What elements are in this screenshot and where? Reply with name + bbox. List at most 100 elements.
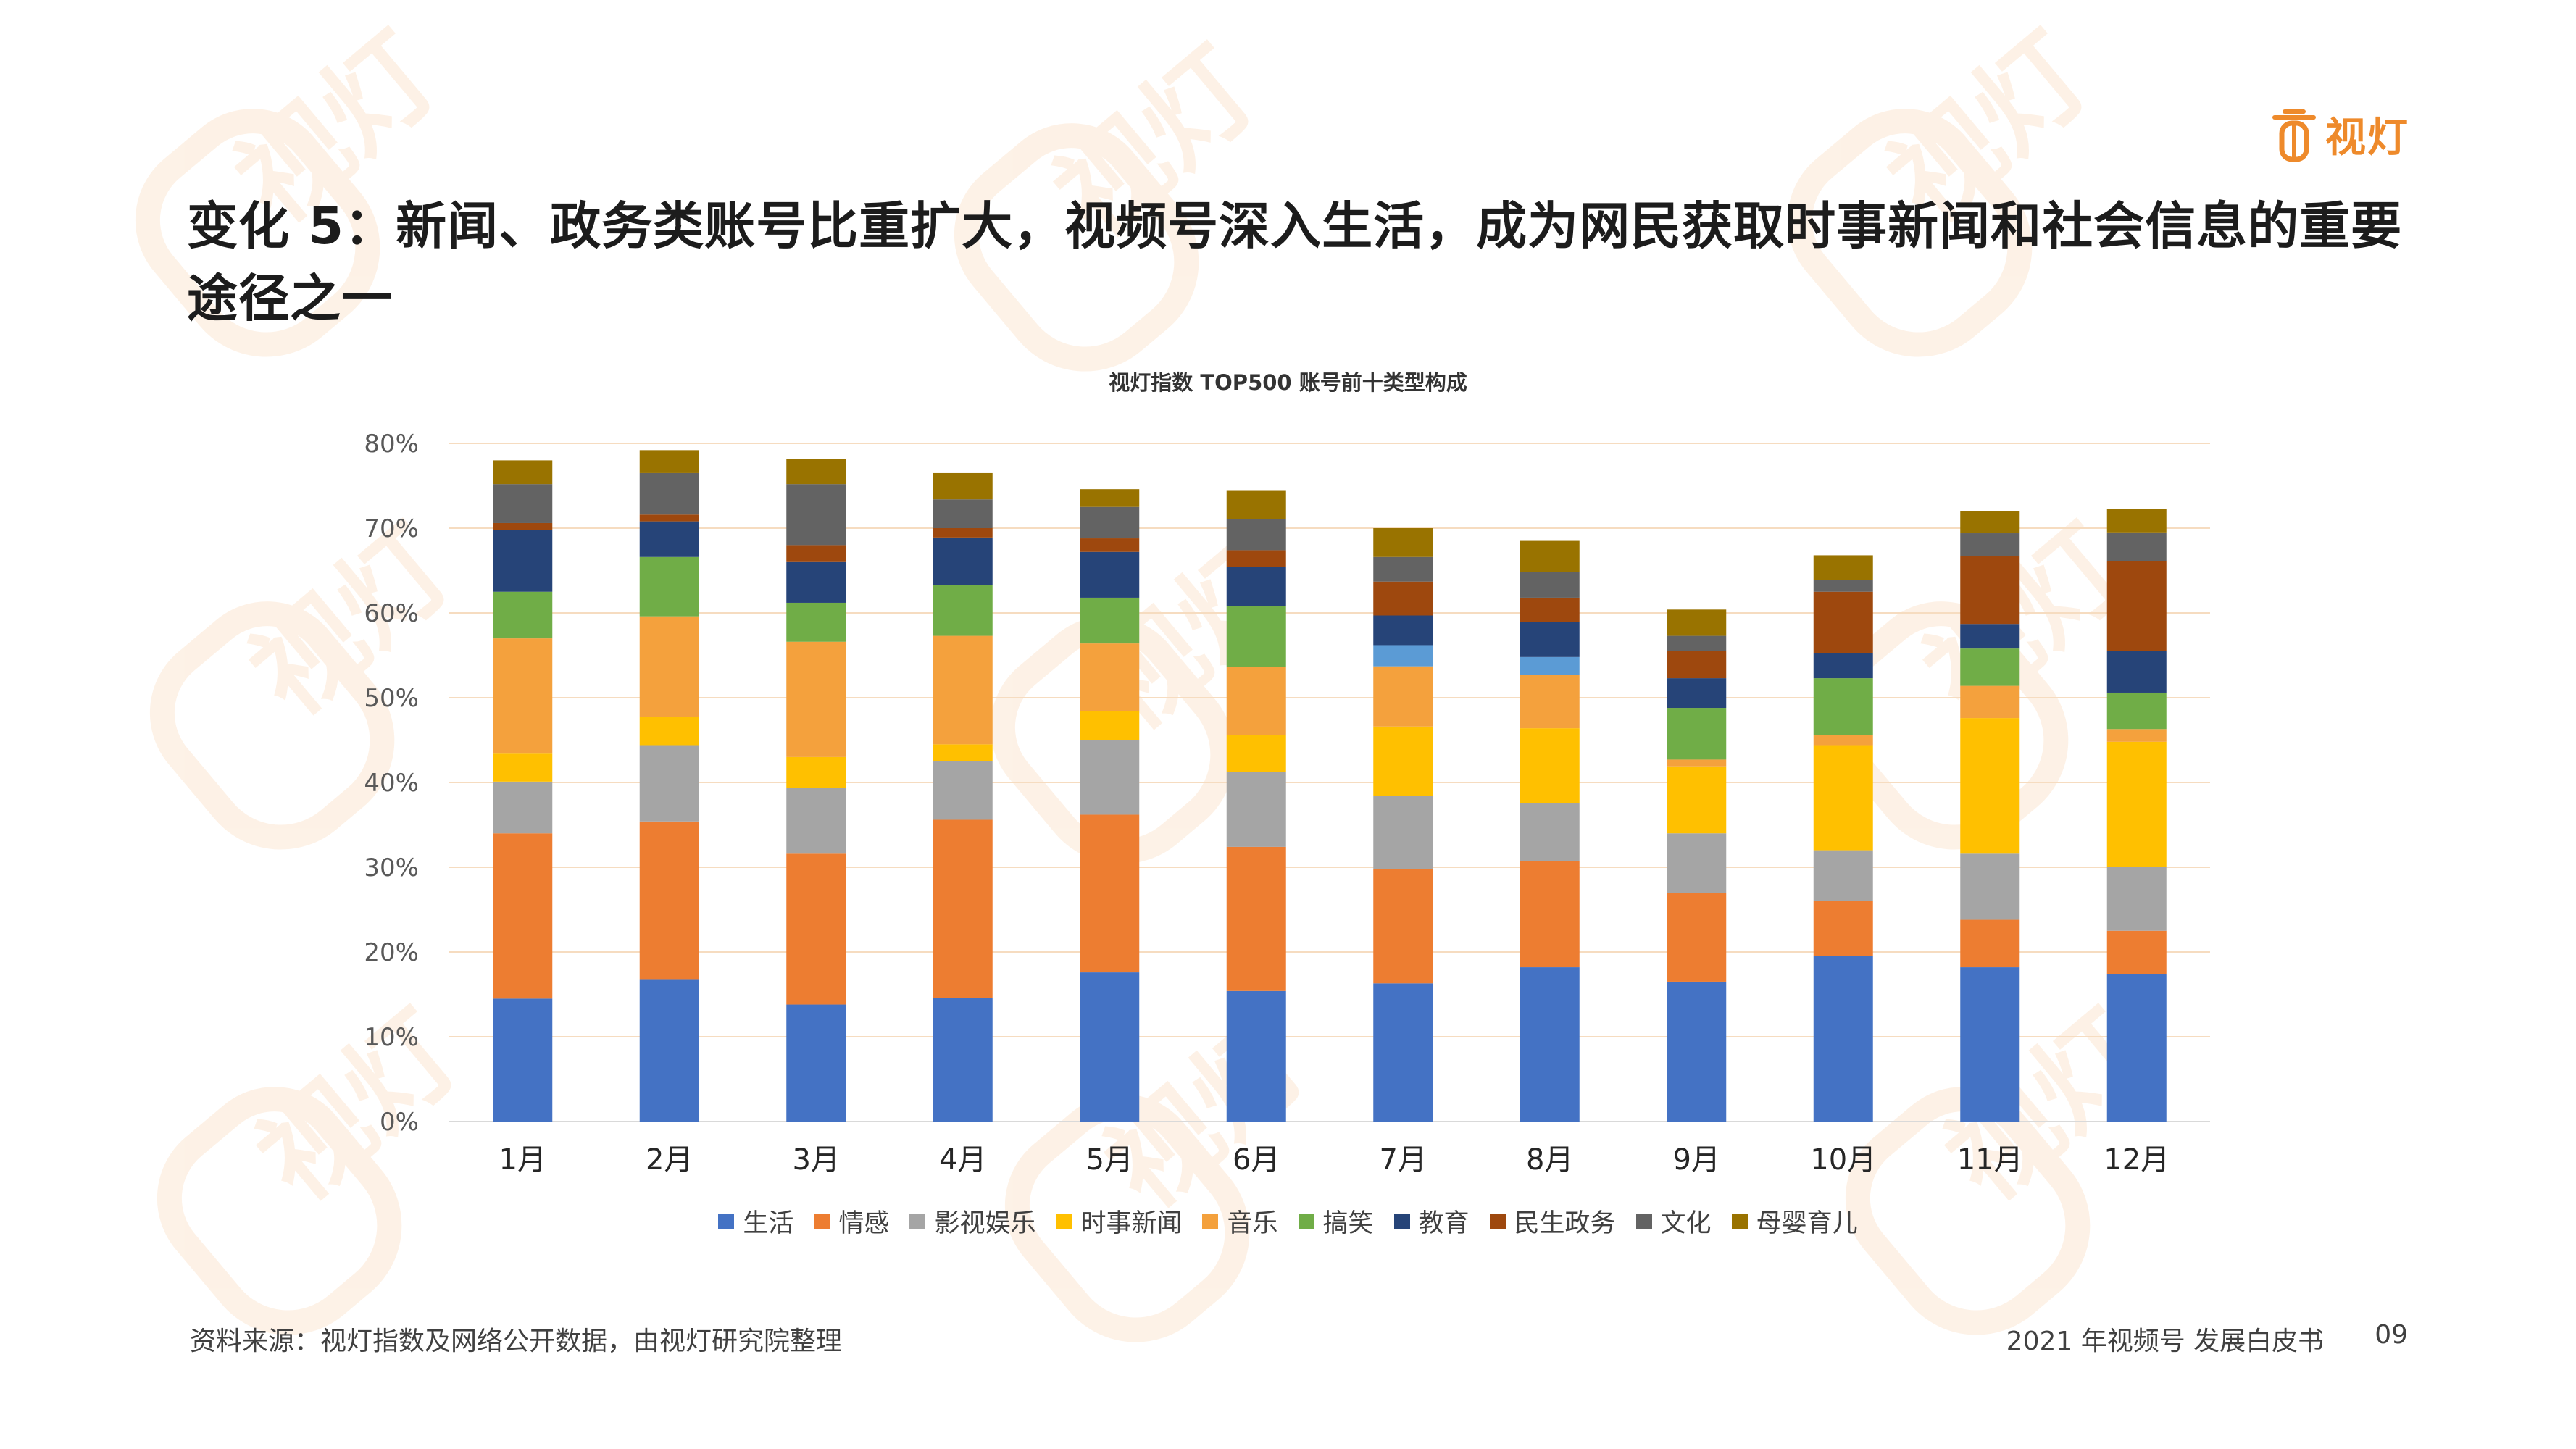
legend-label: 搞笑 (1322, 1209, 1374, 1238)
bar-segment (493, 753, 553, 782)
bar-segment (1667, 893, 1727, 982)
bar-segment (1226, 772, 1286, 847)
bar-segment (1373, 869, 1433, 984)
bar-segment (1667, 609, 1727, 636)
bar-segment (1813, 591, 1873, 653)
bar-segment (786, 756, 846, 788)
bar-segment (639, 717, 699, 746)
legend-item: 情感 (814, 1203, 889, 1240)
bar-segment (493, 591, 553, 639)
bar-segment (1813, 555, 1873, 580)
bar-segment (1520, 597, 1580, 622)
bar-segment (1667, 635, 1727, 651)
chart-legend: 生活 情感 影视娱乐 时事新闻 音乐 搞笑 教育 民生政务 文化 母婴育儿 (0, 1203, 2576, 1240)
legend-label: 生活 (743, 1209, 794, 1238)
brand-logo: 视灯 (2269, 101, 2409, 167)
legend-item: 民生政务 (1489, 1203, 1616, 1240)
bar-segment (1373, 666, 1433, 727)
bar-segment (1520, 967, 1580, 1122)
bar-segment (1373, 726, 1433, 796)
bar-segment (2106, 509, 2167, 533)
bar-segment (1080, 506, 1140, 539)
legend-item: 音乐 (1202, 1203, 1278, 1240)
y-tick-label: 20% (364, 938, 419, 967)
bar-segment (933, 472, 993, 500)
x-tick-label: 8月 (1526, 1143, 1573, 1177)
bar-segment (1226, 519, 1286, 551)
bar-segment (1520, 861, 1580, 968)
legend-swatch (1202, 1213, 1219, 1229)
bar-segment (1373, 645, 1433, 667)
bar-segment (786, 1004, 846, 1122)
source-note: 资料来源：视灯指数及网络公开数据，由视灯研究院整理 (190, 1327, 843, 1356)
bar-segment (493, 998, 553, 1122)
x-tick-label: 5月 (1086, 1143, 1133, 1177)
legend-label: 影视娱乐 (934, 1209, 1036, 1238)
bar-segment (1667, 708, 1727, 760)
bar-segment (639, 616, 699, 717)
y-tick-label: 70% (364, 514, 419, 543)
bar-segment (1226, 667, 1286, 735)
legend-item: 影视娱乐 (909, 1203, 1035, 1240)
bar-segment (1667, 981, 1727, 1122)
y-tick-label: 60% (364, 599, 419, 628)
bar-segment (786, 602, 846, 642)
bar-segment (1520, 622, 1580, 657)
bar-segment (786, 545, 846, 562)
bar-segment (1960, 511, 2020, 534)
y-tick-label: 80% (364, 430, 419, 459)
bar-segment (493, 833, 553, 999)
bar-segment (1520, 572, 1580, 598)
bar-segment (1960, 853, 2020, 920)
chart-title: 视灯指数 TOP500 账号前十类型构成 (1109, 370, 1467, 395)
bar-segment (1080, 597, 1140, 644)
bar-segment (1813, 956, 1873, 1122)
bar-segment (1080, 489, 1140, 507)
bar-segment (1080, 711, 1140, 740)
bar-segment (1373, 615, 1433, 646)
bar-segment (1080, 643, 1140, 711)
footer-right: 2021 年视频号 发展白皮书 09 (2006, 1320, 2408, 1358)
y-tick-label: 10% (364, 1023, 419, 1052)
bar-segment (639, 521, 699, 557)
bar-segment (2106, 729, 2167, 742)
bar-segment (1667, 678, 1727, 709)
bar-segment (1960, 685, 2020, 719)
bar-segment (1226, 550, 1286, 567)
bar-segment (639, 514, 699, 522)
bar-segment (493, 638, 553, 754)
legend-swatch (909, 1213, 926, 1229)
bar-segment (1960, 533, 2020, 556)
x-tick-label: 7月 (1380, 1143, 1427, 1177)
bar-segment (1226, 846, 1286, 991)
x-tick-label: 10月 (1810, 1143, 1876, 1177)
y-tick-label: 0% (380, 1108, 419, 1137)
x-tick-label: 2月 (646, 1143, 693, 1177)
bar-segment (1667, 759, 1727, 767)
bar-segment (1960, 967, 2020, 1122)
legend-item: 生活 (718, 1203, 793, 1240)
bar-segment (1080, 551, 1140, 598)
bar-segment (1373, 983, 1433, 1122)
bar-segment (2106, 561, 2167, 651)
bar-segment (1226, 567, 1286, 606)
bar-segment (1226, 490, 1286, 519)
bar-segment (933, 635, 993, 745)
bar-segment (1813, 678, 1873, 735)
bar-segment (1373, 796, 1433, 869)
legend-label: 音乐 (1227, 1209, 1278, 1238)
bar-segment (1813, 580, 1873, 592)
legend-item: 教育 (1393, 1203, 1470, 1240)
legend-item: 母婴育儿 (1731, 1203, 1858, 1240)
bar-segment (933, 744, 993, 761)
bar-segment (1813, 850, 1873, 901)
lighthouse-icon (2272, 109, 2316, 162)
bar-segment (1960, 648, 2020, 686)
bar-segment (933, 528, 993, 538)
bar-segment (786, 788, 846, 854)
bar-segment (933, 499, 993, 528)
bar-segment (493, 781, 553, 834)
y-tick-label: 50% (364, 684, 419, 713)
bar-segment (1667, 766, 1727, 834)
